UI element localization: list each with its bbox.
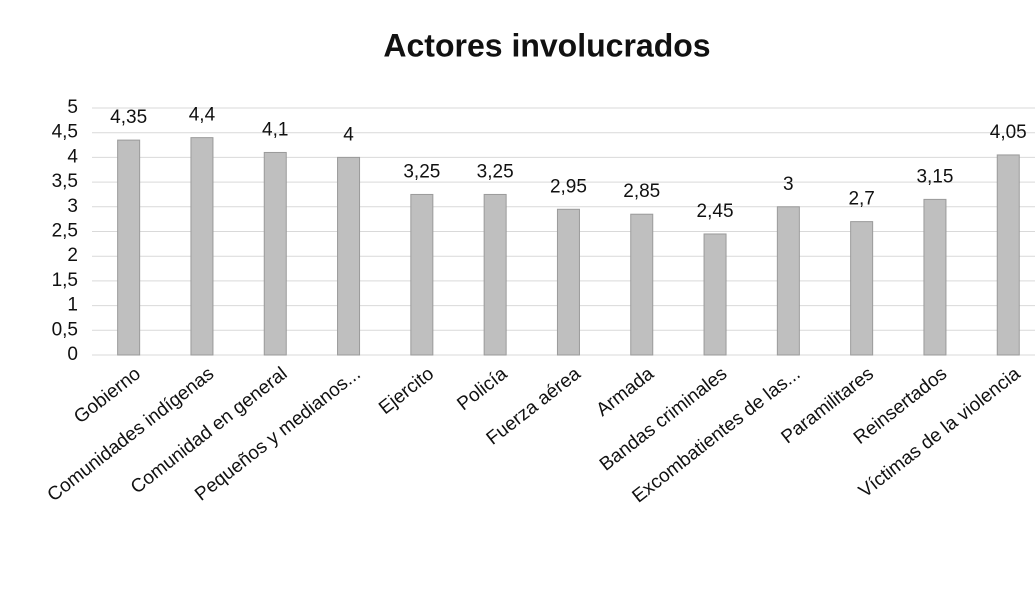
data-label: 2,95 bbox=[550, 176, 587, 197]
bar bbox=[996, 154, 1020, 356]
bar bbox=[630, 213, 654, 356]
y-tick-label: 3,5 bbox=[52, 171, 78, 192]
y-tick-label: 5 bbox=[67, 97, 78, 118]
y-tick-label: 1 bbox=[67, 295, 78, 316]
bar bbox=[263, 151, 287, 356]
x-tick-label: Ejercito bbox=[375, 363, 438, 419]
y-tick-label: 4,5 bbox=[52, 122, 78, 143]
x-tick-label: Bandas criminales bbox=[596, 363, 731, 475]
bar bbox=[410, 193, 434, 356]
data-label: 4,4 bbox=[189, 105, 216, 126]
y-tick-label: 0 bbox=[67, 344, 78, 365]
bar bbox=[483, 193, 507, 356]
x-tick-label: Policía bbox=[453, 363, 511, 415]
data-label: 2,7 bbox=[848, 189, 874, 210]
bar bbox=[850, 221, 874, 356]
bar bbox=[703, 233, 727, 356]
bar bbox=[776, 206, 800, 356]
y-tick-label: 1,5 bbox=[52, 270, 78, 291]
data-label: 4,1 bbox=[262, 119, 288, 140]
data-label: 4,35 bbox=[110, 107, 147, 128]
data-label: 4,05 bbox=[990, 122, 1027, 143]
chart-title: Actores involucrados bbox=[383, 27, 710, 63]
bar bbox=[190, 137, 214, 356]
bar bbox=[337, 156, 361, 356]
data-label: 3,25 bbox=[477, 161, 514, 182]
y-tick-label: 4 bbox=[67, 146, 78, 167]
y-tick-label: 2 bbox=[67, 245, 78, 266]
bar bbox=[556, 208, 580, 356]
data-label: 3,15 bbox=[916, 166, 953, 187]
data-label: 2,85 bbox=[623, 181, 660, 202]
y-tick-label: 3 bbox=[67, 196, 78, 217]
bar bbox=[117, 139, 141, 356]
x-tick-label: Armada bbox=[593, 363, 659, 421]
data-label: 3,25 bbox=[403, 161, 440, 182]
y-tick-label: 2,5 bbox=[52, 221, 78, 242]
data-label: 3 bbox=[783, 174, 794, 195]
data-label: 2,45 bbox=[697, 201, 734, 222]
bar bbox=[923, 198, 947, 356]
data-label: 4 bbox=[343, 124, 354, 145]
y-tick-label: 0,5 bbox=[52, 319, 78, 340]
